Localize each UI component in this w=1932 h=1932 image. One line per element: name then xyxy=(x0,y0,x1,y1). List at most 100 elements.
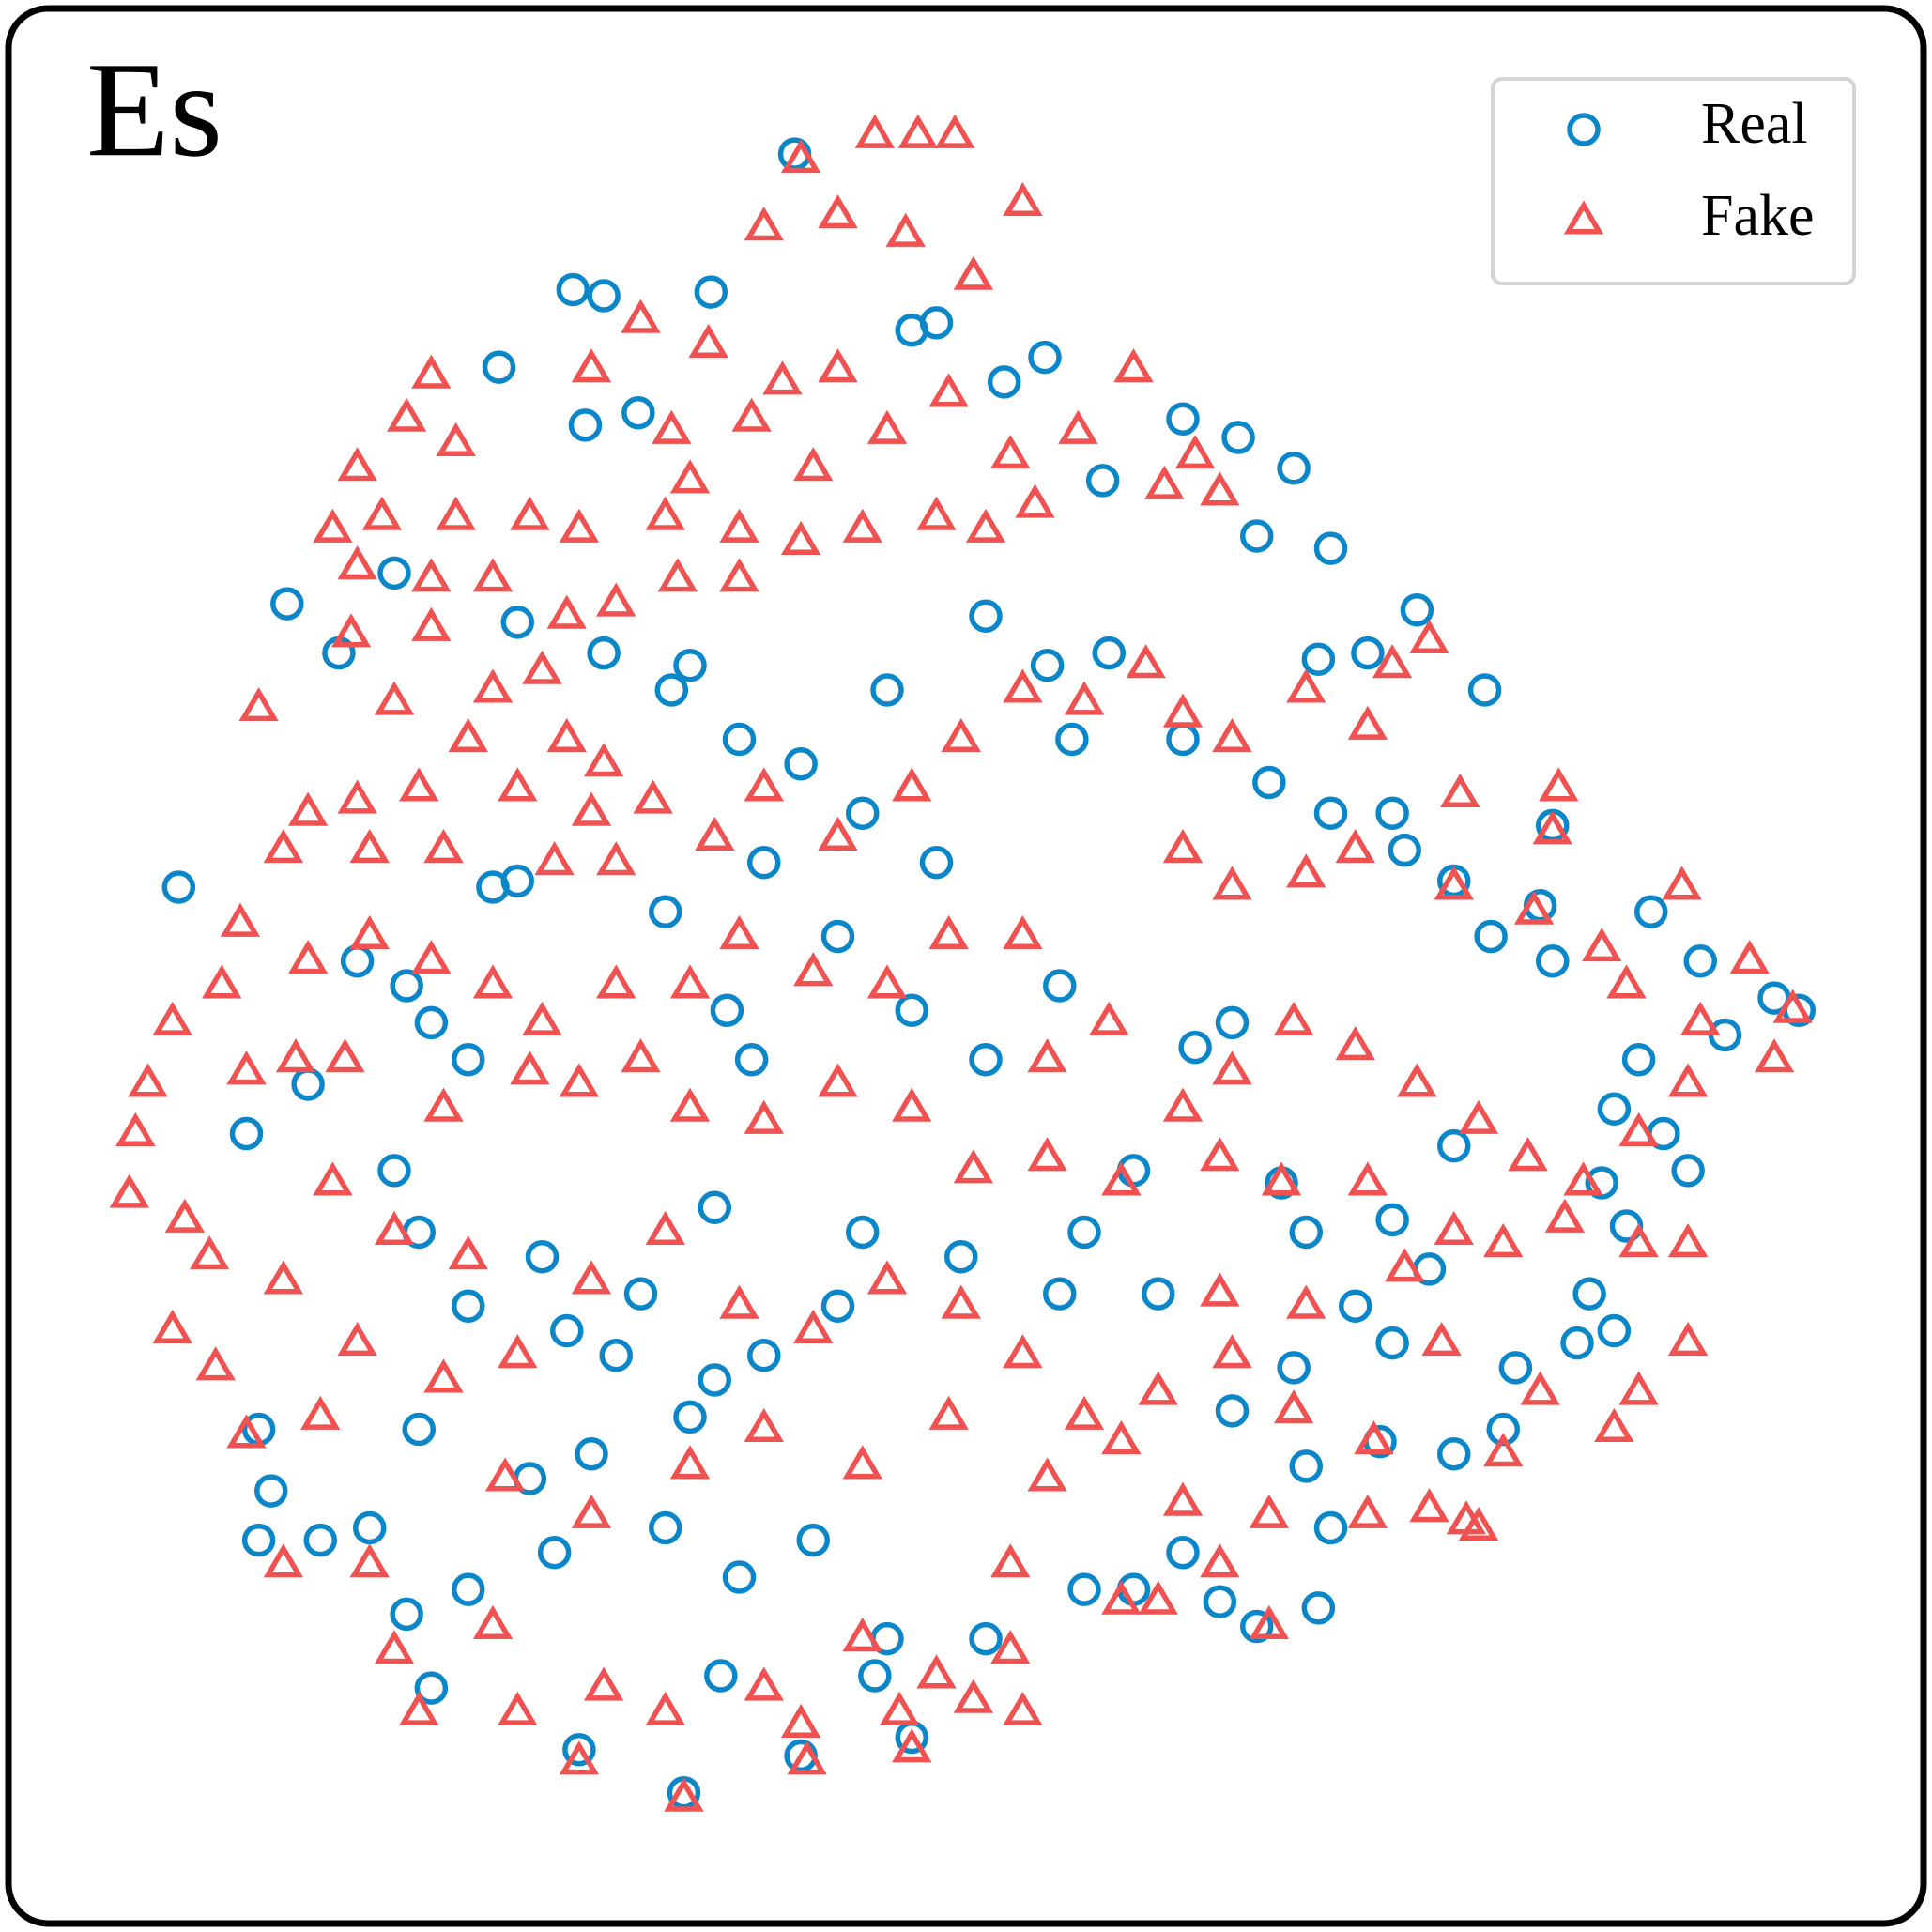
point xyxy=(559,1740,600,1775)
point xyxy=(1662,866,1702,900)
point xyxy=(652,409,692,444)
point xyxy=(263,1260,304,1295)
point xyxy=(361,496,403,530)
point xyxy=(109,1173,150,1208)
point xyxy=(1289,1449,1323,1483)
point xyxy=(349,914,390,949)
point xyxy=(744,1099,784,1134)
point xyxy=(1434,1210,1474,1245)
point xyxy=(744,1666,784,1701)
point xyxy=(1212,717,1252,752)
point xyxy=(1015,483,1055,518)
point xyxy=(1055,722,1089,757)
point xyxy=(1572,1277,1606,1311)
point xyxy=(793,447,834,482)
point xyxy=(1200,1543,1240,1578)
point xyxy=(645,496,685,530)
point xyxy=(1409,619,1449,653)
point xyxy=(1162,1087,1204,1122)
point xyxy=(226,1414,267,1449)
point xyxy=(500,606,534,639)
point xyxy=(695,816,735,851)
point xyxy=(928,1395,969,1430)
point xyxy=(673,1400,707,1434)
point xyxy=(1372,644,1413,679)
point xyxy=(1486,1412,1520,1447)
point xyxy=(633,779,673,814)
point xyxy=(402,1412,436,1447)
point xyxy=(688,323,728,358)
point xyxy=(1313,1510,1348,1545)
point xyxy=(1003,668,1043,703)
point xyxy=(482,350,516,384)
point xyxy=(374,1210,415,1245)
point xyxy=(953,255,994,290)
point xyxy=(1434,866,1474,900)
legend-marker xyxy=(1563,200,1604,235)
point xyxy=(762,360,803,395)
point xyxy=(1273,1389,1314,1424)
point xyxy=(1667,1063,1709,1097)
point xyxy=(195,1346,236,1381)
point xyxy=(1585,1166,1618,1200)
point xyxy=(1200,1137,1240,1172)
legend-label: Real xyxy=(1701,92,1808,156)
point xyxy=(698,1363,731,1397)
plot-area xyxy=(109,114,1816,1812)
point xyxy=(919,306,954,340)
point xyxy=(330,613,372,648)
point xyxy=(377,1154,411,1188)
point xyxy=(818,816,858,851)
point xyxy=(1003,914,1043,949)
point xyxy=(1301,642,1336,676)
point xyxy=(965,508,1006,543)
point xyxy=(1634,895,1668,928)
point xyxy=(842,1617,882,1652)
point xyxy=(1027,1038,1067,1073)
point xyxy=(1388,833,1421,867)
point xyxy=(537,1536,572,1570)
point xyxy=(747,1339,781,1372)
point xyxy=(654,673,689,707)
point xyxy=(498,1334,538,1369)
point xyxy=(522,650,562,684)
point xyxy=(846,796,880,830)
point xyxy=(866,409,908,444)
point xyxy=(596,964,636,999)
point xyxy=(411,606,452,641)
point xyxy=(990,1630,1031,1664)
point xyxy=(1058,409,1098,444)
point xyxy=(1563,1161,1603,1196)
point xyxy=(1483,1222,1524,1258)
point xyxy=(916,496,957,530)
point xyxy=(1582,927,1622,962)
point xyxy=(325,1038,365,1073)
point xyxy=(546,594,587,629)
point xyxy=(1351,636,1385,670)
point xyxy=(734,1043,769,1077)
point xyxy=(1754,1038,1795,1073)
point xyxy=(1474,919,1508,954)
point xyxy=(1508,1137,1548,1172)
point xyxy=(842,1445,882,1480)
point xyxy=(1772,989,1813,1023)
point xyxy=(1067,1572,1101,1606)
point xyxy=(796,1523,830,1557)
point xyxy=(669,964,711,999)
point xyxy=(669,1445,711,1480)
point xyxy=(879,1691,920,1725)
point xyxy=(1458,1506,1499,1541)
point xyxy=(452,1572,485,1606)
point xyxy=(1421,1321,1462,1357)
point xyxy=(645,1691,685,1725)
point xyxy=(1067,1215,1101,1250)
point xyxy=(1483,1433,1524,1467)
point xyxy=(820,919,855,954)
point xyxy=(1166,1536,1200,1570)
point xyxy=(704,1659,738,1693)
point xyxy=(1621,1043,1656,1077)
point xyxy=(719,914,759,949)
point xyxy=(1729,940,1770,974)
point xyxy=(1212,866,1252,900)
point xyxy=(1162,693,1204,728)
